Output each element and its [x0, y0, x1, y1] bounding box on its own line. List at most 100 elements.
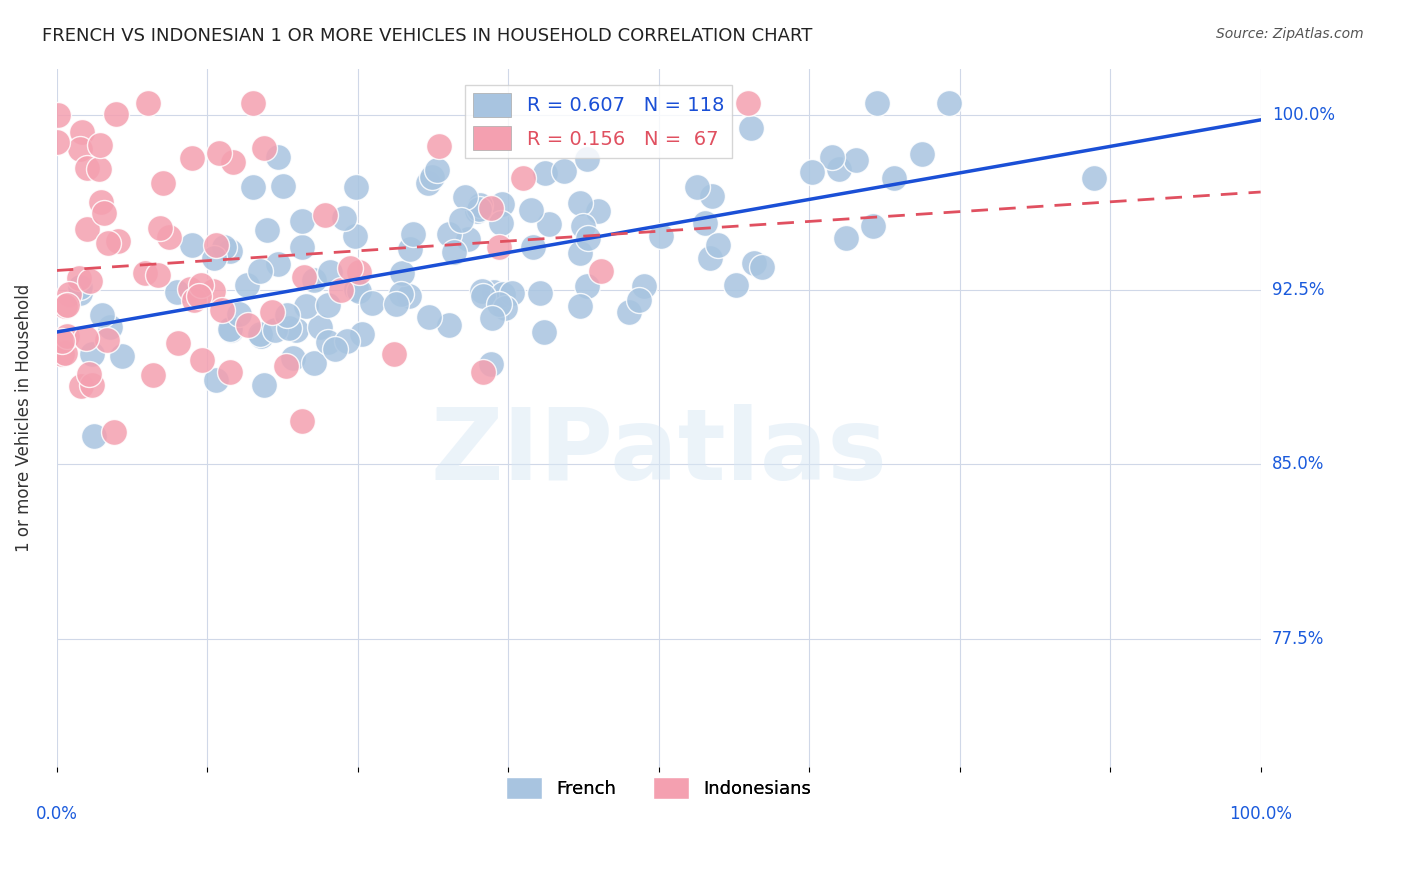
Indonesians [87, 162, 110, 177]
French [267, 150, 290, 164]
French [627, 293, 650, 308]
Indonesians [70, 378, 93, 392]
French [576, 230, 599, 244]
French [69, 285, 91, 300]
Indonesians [142, 368, 165, 383]
French [256, 223, 278, 237]
Indonesians [427, 139, 450, 153]
Text: 85.0%: 85.0% [1272, 455, 1324, 473]
French [391, 266, 413, 280]
French [350, 326, 373, 341]
Indonesians [488, 240, 510, 254]
French [439, 318, 461, 332]
French [344, 179, 367, 194]
Indonesians [512, 171, 534, 186]
French [845, 153, 868, 167]
French [236, 278, 259, 293]
French [284, 323, 307, 337]
Y-axis label: 1 or more Vehicles in Household: 1 or more Vehicles in Household [15, 284, 32, 551]
French [471, 284, 494, 298]
Indonesians [737, 96, 759, 111]
French [228, 307, 250, 321]
Indonesians [179, 282, 201, 296]
Text: ZIPatlas: ZIPatlas [430, 404, 887, 501]
French [319, 265, 342, 279]
French [695, 216, 717, 230]
Indonesians [146, 268, 169, 283]
French [402, 227, 425, 241]
Indonesians [291, 414, 314, 428]
Indonesians [349, 265, 371, 279]
Indonesians [89, 138, 111, 153]
French [398, 289, 420, 303]
French [568, 245, 591, 260]
Indonesians [238, 318, 260, 332]
French [219, 244, 242, 258]
Indonesians [136, 96, 159, 111]
Indonesians [76, 161, 98, 176]
French [883, 171, 905, 186]
French [399, 242, 422, 256]
Text: 0.0%: 0.0% [35, 805, 77, 823]
French [699, 251, 721, 265]
French [700, 189, 723, 203]
Indonesians [90, 195, 112, 210]
Indonesians [70, 125, 93, 139]
French [533, 325, 555, 339]
French [866, 96, 889, 111]
Indonesians [157, 230, 180, 244]
Indonesians [591, 264, 613, 278]
French [724, 277, 747, 292]
French [569, 299, 592, 313]
Text: 77.5%: 77.5% [1272, 630, 1324, 648]
Indonesians [76, 222, 98, 236]
French [465, 204, 488, 219]
Indonesians [472, 365, 495, 379]
French [389, 287, 412, 301]
Indonesians [97, 235, 120, 250]
French [491, 197, 513, 211]
French [69, 280, 91, 294]
French [291, 214, 314, 228]
Indonesians [77, 367, 100, 381]
French [529, 286, 551, 301]
French [740, 120, 762, 135]
French [242, 180, 264, 194]
French [862, 219, 884, 233]
French [484, 285, 506, 300]
Text: Source: ZipAtlas.com: Source: ZipAtlas.com [1216, 27, 1364, 41]
French [344, 282, 367, 296]
Indonesians [67, 271, 90, 285]
French [336, 334, 359, 348]
French [264, 323, 287, 337]
French [468, 198, 491, 212]
French [537, 217, 560, 231]
French [83, 429, 105, 443]
French [276, 308, 298, 322]
Indonesians [190, 278, 212, 293]
French [491, 216, 513, 230]
Text: 100.0%: 100.0% [1229, 805, 1292, 823]
Indonesians [107, 234, 129, 248]
French [418, 310, 440, 325]
French [249, 264, 271, 278]
Indonesians [202, 285, 225, 299]
French [278, 320, 301, 334]
French [617, 305, 640, 319]
French [751, 260, 773, 274]
French [820, 150, 842, 164]
French [457, 232, 479, 246]
Indonesians [222, 155, 245, 169]
French [253, 377, 276, 392]
French [344, 229, 367, 244]
French [98, 319, 121, 334]
Indonesians [53, 300, 76, 314]
French [910, 147, 932, 161]
Indonesians [82, 378, 104, 392]
Indonesians [103, 425, 125, 439]
French [828, 162, 851, 177]
French [568, 195, 591, 210]
French [472, 288, 495, 302]
Text: 92.5%: 92.5% [1272, 281, 1324, 299]
Indonesians [75, 330, 97, 344]
